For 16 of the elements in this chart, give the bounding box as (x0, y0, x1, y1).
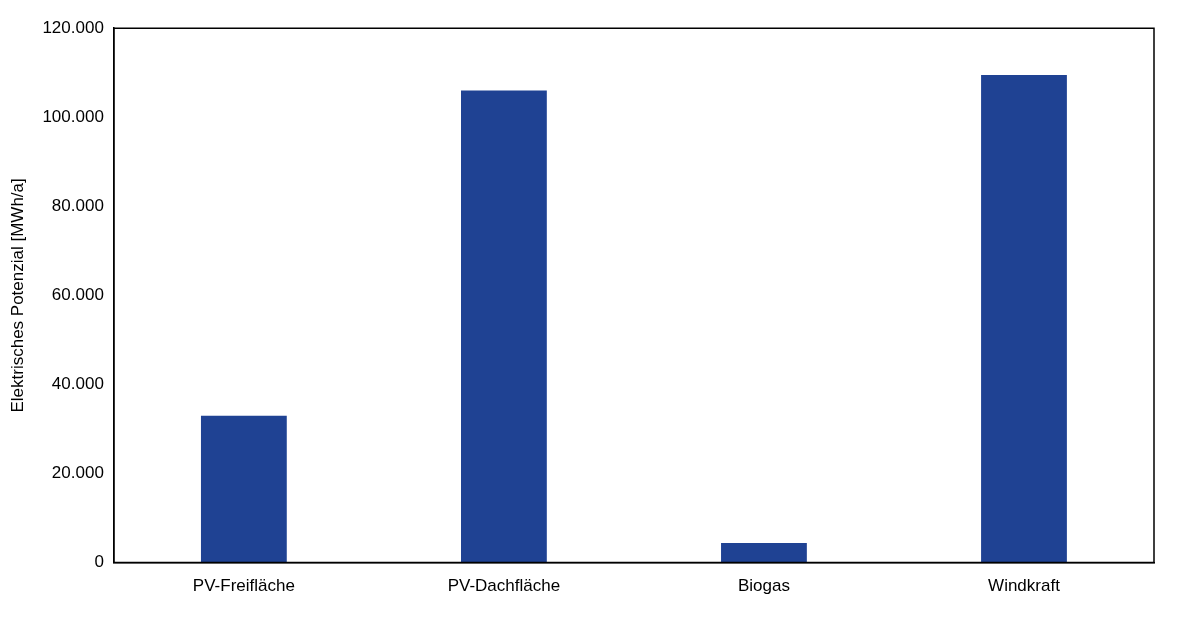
x-tick-label: PV-Freifläche (192, 576, 295, 596)
y-tick-label: 80.000 (51, 196, 104, 216)
x-tick-label: Windkraft (988, 576, 1061, 596)
x-tick-label: Biogas (737, 576, 790, 596)
y-tick-label: 40.000 (51, 374, 104, 394)
y-tick-label: 120.000 (42, 17, 104, 37)
x-tick-label: PV-Dachfläche (447, 576, 561, 596)
bar (721, 543, 807, 563)
y-tick-label: 100.000 (42, 106, 104, 126)
y-axis-title: Elektrisches Potenzial [MWh/a] (7, 178, 27, 413)
bar (200, 415, 287, 563)
y-tick-label: 0 (94, 552, 104, 572)
bar (981, 74, 1067, 563)
y-tick-label: 20.000 (51, 463, 104, 483)
bar (461, 90, 547, 563)
y-tick-label: 60.000 (51, 285, 104, 305)
